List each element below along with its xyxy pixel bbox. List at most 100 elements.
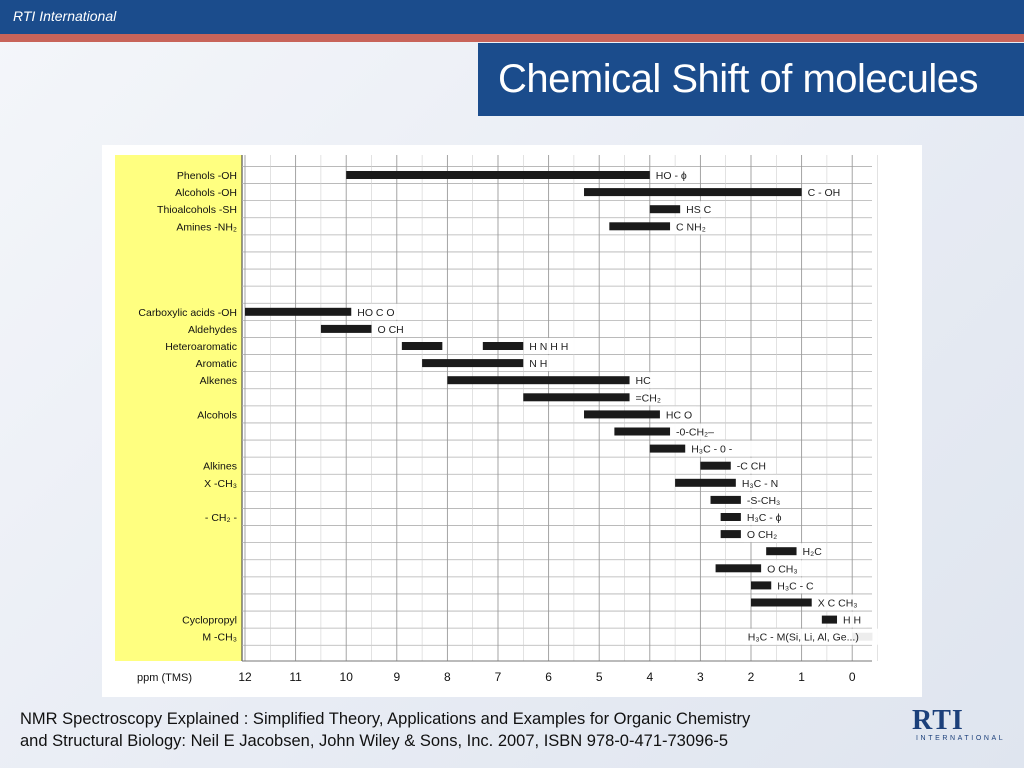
row-label: Phenols -OH — [177, 170, 237, 182]
label-panel — [115, 155, 242, 661]
shift-bar — [766, 547, 797, 556]
group-annotation: HC — [636, 375, 652, 387]
group-annotation: O CH₂ — [747, 529, 777, 541]
row-label: Amines -NH₂ — [176, 221, 237, 233]
shift-bar — [649, 444, 686, 453]
group-annotation: C NH₂ — [676, 221, 706, 233]
annotation-backdrop — [743, 491, 790, 508]
annotation-backdrop — [840, 611, 867, 628]
shift-bar — [821, 615, 838, 624]
x-tick-label: 5 — [596, 670, 603, 684]
annotation-backdrop — [688, 440, 753, 457]
shift-bar — [715, 564, 762, 573]
group-annotation: C - OH — [808, 187, 841, 199]
shift-bar — [422, 359, 524, 368]
row-label: X -CH₃ — [204, 478, 237, 490]
x-tick-label: 12 — [238, 670, 252, 684]
annotation-backdrop — [374, 320, 408, 337]
top-band — [0, 0, 1024, 34]
group-annotation: H₃C - N — [742, 478, 778, 490]
row-label: Thioalcohols -SH — [157, 204, 237, 216]
logo-sub-text: INTERNATIONAL — [916, 735, 1006, 742]
group-annotation: -0-CH₂– — [676, 427, 714, 439]
header-org-name: RTI International — [13, 8, 117, 24]
annotation-backdrop — [743, 509, 796, 525]
group-annotation: H₃C - 0 - — [691, 444, 733, 456]
row-label: Aromatic — [196, 358, 237, 370]
shift-bar — [482, 342, 524, 350]
annotation-backdrop — [764, 560, 804, 577]
x-tick-label: 8 — [444, 670, 451, 684]
annotation-backdrop — [683, 201, 716, 218]
shift-bar — [710, 495, 741, 504]
x-axis-label: ppm (TMS) — [137, 672, 192, 684]
shift-bar — [346, 171, 650, 179]
x-tick-label: 11 — [289, 670, 302, 684]
shift-bar — [720, 530, 741, 539]
annotation-backdrop — [354, 303, 400, 320]
group-annotation: H H — [843, 615, 861, 627]
group-annotation: O CH — [378, 324, 404, 336]
annotation-backdrop — [814, 594, 867, 611]
shift-bar — [751, 598, 812, 607]
x-tick-label: 2 — [748, 670, 755, 684]
shift-bar — [447, 376, 630, 385]
row-label: Carboxylic acids -OH — [138, 307, 237, 319]
row-label: Aldehydes — [188, 324, 237, 336]
logo-main-text: RTI — [912, 705, 964, 736]
annotation-backdrop — [526, 355, 553, 372]
group-annotation: HS C — [686, 204, 712, 216]
shift-bar — [614, 427, 671, 436]
chemical-shift-chart: ppm (TMS) 12 11 10 9 8 7 6 5 4 3 2 1 0 Phenols -OH HO -… — [102, 145, 922, 697]
shift-bar — [609, 222, 671, 231]
slide-title: Chemical Shift of molecules — [498, 57, 979, 101]
row-label: M -CH₃ — [202, 632, 237, 644]
x-tick-label: 9 — [393, 670, 400, 684]
row-label: - CH₂ - — [205, 512, 238, 524]
row-label: Heteroaromatic — [165, 341, 237, 353]
shift-bar — [584, 410, 660, 419]
annotation-backdrop — [733, 457, 773, 474]
annotation-backdrop — [743, 526, 783, 543]
top-accent-stripe — [0, 34, 1024, 42]
shift-bar — [523, 393, 630, 402]
annotation-backdrop — [526, 338, 578, 354]
group-annotation: O CH₃ — [767, 563, 798, 575]
annotation-backdrop — [662, 406, 696, 423]
x-tick-label: 7 — [495, 670, 502, 684]
group-annotation: =CH₂ — [636, 392, 661, 404]
rti-logo: RTI INTERNATIONAL — [912, 705, 1006, 745]
annotation-backdrop — [744, 628, 914, 645]
annotation-backdrop — [738, 474, 791, 491]
annotation-backdrop — [652, 167, 698, 183]
x-tick-label: 10 — [340, 670, 354, 684]
annotation-backdrop — [673, 218, 713, 235]
shift-bar — [584, 188, 802, 197]
x-tick-label: 3 — [697, 670, 704, 684]
x-tick-label: 6 — [545, 670, 552, 684]
annotation-backdrop — [632, 372, 653, 389]
group-annotation: HO C O — [357, 307, 394, 319]
annotation-backdrop — [804, 184, 850, 201]
row-label: Alcohols — [197, 409, 237, 421]
annotation-backdrop — [799, 543, 827, 560]
row-label: Alcohols -OH — [175, 187, 237, 199]
group-annotation: H N H H — [529, 341, 568, 353]
shift-bar — [675, 478, 736, 487]
shift-bar — [245, 307, 352, 316]
row-label: Alkenes — [200, 375, 237, 387]
x-tick-label: 0 — [849, 670, 856, 684]
shift-bar — [720, 513, 741, 521]
x-tick-label: 4 — [646, 670, 653, 684]
group-annotation: H₃C - M(Si, Li, Al, Ge...) — [748, 632, 859, 644]
shift-bar — [401, 342, 443, 350]
annotation-backdrop — [632, 389, 666, 406]
reference-citation: NMR Spectroscopy Explained : Simplified … — [20, 708, 900, 752]
title-box: Chemical Shift of molecules — [478, 43, 1024, 116]
row-label: Alkines — [203, 461, 237, 473]
group-annotation: H₂C — [803, 546, 823, 558]
group-annotation: HC O — [666, 409, 692, 421]
annotation-backdrop — [774, 577, 826, 594]
annotation-backdrop — [673, 423, 725, 440]
